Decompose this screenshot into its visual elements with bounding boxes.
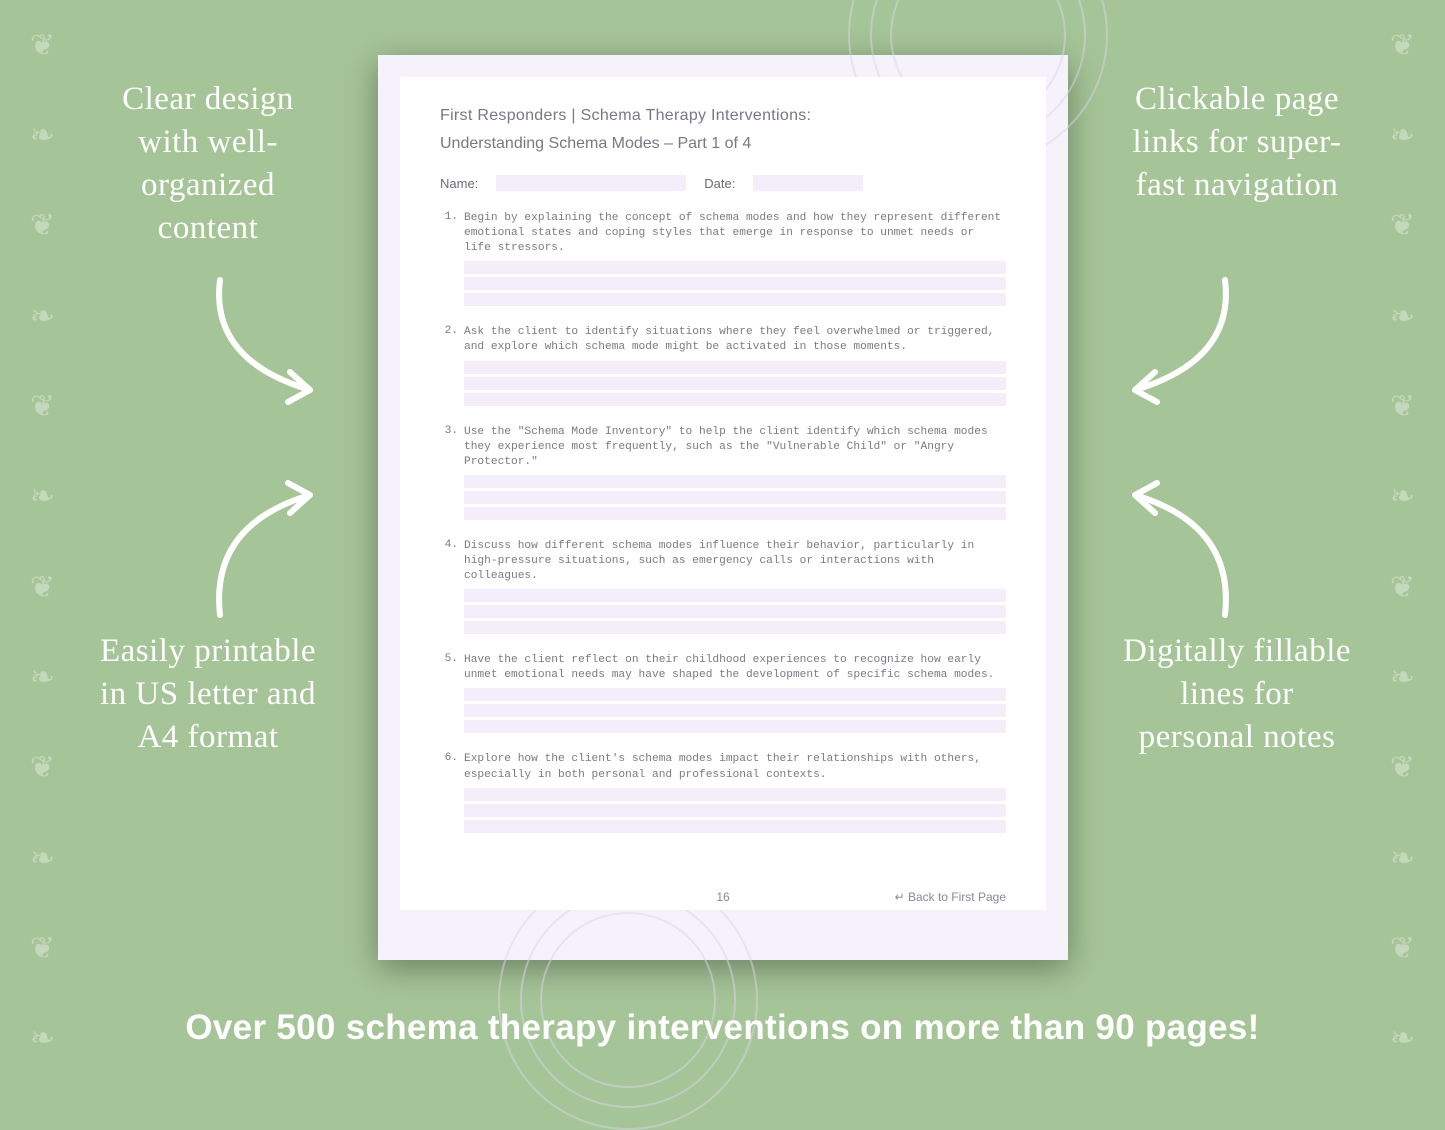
note-line[interactable] bbox=[464, 688, 1006, 701]
item-text: Explore how the client's schema modes im… bbox=[464, 752, 1006, 782]
page-footer: 16 ↵ Back to First Page bbox=[440, 890, 1006, 904]
note-line[interactable] bbox=[464, 507, 1006, 520]
note-line[interactable] bbox=[464, 820, 1006, 833]
item-text: Have the client reflect on their childho… bbox=[464, 653, 1006, 683]
document-inner: First Responders | Schema Therapy Interv… bbox=[400, 77, 1046, 910]
item-number: 1. bbox=[440, 211, 458, 309]
list-item: 6. Explore how the client's schema modes… bbox=[440, 752, 1006, 835]
vine-right: ❦❧❦❧❦❧❦❧❦❧❦❧ bbox=[1375, 0, 1430, 1084]
item-text: Discuss how different schema modes influ… bbox=[464, 539, 1006, 584]
list-item: 1. Begin by explaining the concept of sc… bbox=[440, 211, 1006, 309]
bottom-banner: Over 500 schema therapy interventions on… bbox=[0, 1008, 1445, 1048]
callout-bottom-left: Easily printable in US letter and A4 for… bbox=[93, 630, 323, 759]
item-number: 6. bbox=[440, 752, 458, 835]
back-to-first-link[interactable]: ↵ Back to First Page bbox=[895, 890, 1006, 904]
note-line[interactable] bbox=[464, 491, 1006, 504]
note-line[interactable] bbox=[464, 720, 1006, 733]
date-field[interactable] bbox=[753, 175, 863, 191]
document-page: First Responders | Schema Therapy Interv… bbox=[378, 55, 1068, 960]
callout-top-left: Clear design with well-organized content bbox=[93, 78, 323, 250]
arrow-bottom-right bbox=[1095, 455, 1255, 625]
note-line[interactable] bbox=[464, 788, 1006, 801]
item-text: Ask the client to identify situations wh… bbox=[464, 325, 1006, 355]
name-field[interactable] bbox=[496, 175, 686, 191]
note-line[interactable] bbox=[464, 377, 1006, 390]
item-number: 4. bbox=[440, 539, 458, 637]
name-label: Name: bbox=[440, 176, 478, 191]
note-line[interactable] bbox=[464, 621, 1006, 634]
items-list: 1. Begin by explaining the concept of sc… bbox=[440, 211, 1006, 836]
callout-top-right: Clickable page links for super-fast navi… bbox=[1122, 78, 1352, 207]
arrow-top-left bbox=[190, 270, 350, 420]
note-line[interactable] bbox=[464, 804, 1006, 817]
note-line[interactable] bbox=[464, 393, 1006, 406]
note-line[interactable] bbox=[464, 475, 1006, 488]
item-text: Use the "Schema Mode Inventory" to help … bbox=[464, 425, 1006, 470]
list-item: 2. Ask the client to identify situations… bbox=[440, 325, 1006, 408]
list-item: 3. Use the "Schema Mode Inventory" to he… bbox=[440, 425, 1006, 523]
note-line[interactable] bbox=[464, 277, 1006, 290]
arrow-bottom-left bbox=[190, 455, 350, 625]
vine-left: ❦❧❦❧❦❧❦❧❦❧❦❧ bbox=[15, 0, 70, 1084]
note-line[interactable] bbox=[464, 605, 1006, 618]
list-item: 4. Discuss how different schema modes in… bbox=[440, 539, 1006, 637]
item-number: 5. bbox=[440, 653, 458, 736]
item-number: 3. bbox=[440, 425, 458, 523]
note-line[interactable] bbox=[464, 293, 1006, 306]
item-text: Begin by explaining the concept of schem… bbox=[464, 211, 1006, 256]
callout-bottom-right: Digitally fillable lines for personal no… bbox=[1122, 630, 1352, 759]
note-line[interactable] bbox=[464, 704, 1006, 717]
doc-header-line1: First Responders | Schema Therapy Interv… bbox=[440, 107, 1006, 125]
page-number: 16 bbox=[716, 890, 729, 904]
doc-header-line2: Understanding Schema Modes – Part 1 of 4 bbox=[440, 135, 1006, 153]
date-label: Date: bbox=[704, 176, 735, 191]
list-item: 5. Have the client reflect on their chil… bbox=[440, 653, 1006, 736]
item-number: 2. bbox=[440, 325, 458, 408]
note-line[interactable] bbox=[464, 261, 1006, 274]
name-date-row: Name: Date: bbox=[440, 175, 1006, 191]
arrow-top-right bbox=[1095, 270, 1255, 420]
note-line[interactable] bbox=[464, 589, 1006, 602]
note-line[interactable] bbox=[464, 361, 1006, 374]
